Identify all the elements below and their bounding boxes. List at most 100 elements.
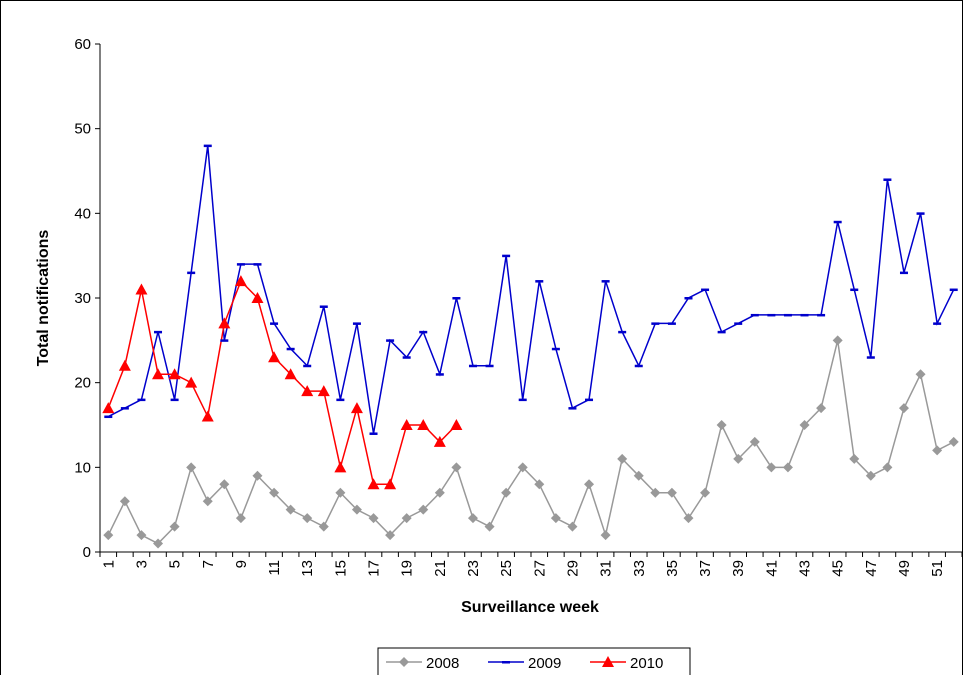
point [369,432,378,435]
point [236,263,245,266]
point [136,530,147,541]
series-line [107,145,955,434]
point [235,513,246,524]
point [684,297,693,300]
x-tick-label: 19 [399,560,416,577]
point [152,368,165,380]
x-tick-label: 45 [830,560,847,577]
point [734,322,743,325]
point [219,479,230,490]
x-tick-label: 39 [730,560,747,577]
point [666,487,677,498]
point [467,513,478,524]
point [351,504,362,515]
point [650,487,661,498]
point [468,364,477,368]
point [218,317,231,329]
point [419,330,428,334]
point [367,478,380,490]
point [269,487,280,498]
legend-marker [502,661,510,664]
point [484,521,495,532]
x-tick-label: 7 [200,560,217,568]
point [435,373,444,376]
point [286,347,295,351]
point [667,322,676,325]
point [584,479,595,490]
legend-label: 2009 [528,655,561,672]
point [220,339,229,342]
point [268,351,281,363]
y-tick-label: 0 [83,544,91,561]
point [683,513,694,524]
x-tick-label: 37 [697,560,714,577]
x-tick-label: 49 [896,560,913,577]
point [717,330,726,334]
x-tick-label: 23 [465,560,482,577]
point [285,504,296,515]
point [319,305,328,308]
point [135,283,148,295]
point [402,356,411,359]
point [502,254,511,258]
point [816,403,827,414]
point [567,521,578,532]
point [301,385,314,397]
point [782,462,793,473]
y-tick-label: 10 [74,459,91,476]
point [534,479,545,490]
x-tick-label: 51 [929,560,946,577]
point [916,212,925,215]
point [318,521,329,532]
point [750,313,759,317]
point [350,402,363,414]
x-tick-label: 25 [498,560,515,577]
point [401,513,412,524]
x-tick-label: 21 [432,560,449,577]
point [450,419,463,430]
point [915,369,926,380]
x-tick-label: 5 [167,560,184,568]
x-tick-label: 29 [564,560,581,577]
y-tick-label: 50 [74,121,91,138]
point [849,453,860,464]
point [865,470,876,481]
point [202,496,213,507]
point [485,364,494,368]
point [368,513,379,524]
point [600,530,611,541]
legend-marker [602,656,614,667]
y-tick-label: 40 [74,205,91,222]
point [783,313,792,317]
point [766,462,777,473]
series-line [107,279,457,486]
point [234,275,247,287]
point [949,288,958,292]
point [850,288,859,292]
x-tick-label: 33 [631,560,648,577]
series-line [107,340,955,545]
point [203,144,212,148]
point [118,359,131,371]
point [417,419,430,430]
point [568,407,577,410]
point [104,415,113,419]
legend: 2008 2009 2010 [377,647,691,675]
x-tick-label: 41 [763,560,780,577]
point [317,385,330,397]
point [201,410,214,422]
point [185,376,198,388]
point [799,420,810,430]
point [617,453,628,464]
point [883,178,892,181]
point [334,461,347,473]
point [800,313,809,317]
point [103,530,114,541]
y-tick-label: 30 [74,290,91,307]
x-tick-label: 1 [100,560,117,568]
point [284,368,297,380]
point [832,335,843,346]
y-axis-title: Total notifications [35,230,52,367]
